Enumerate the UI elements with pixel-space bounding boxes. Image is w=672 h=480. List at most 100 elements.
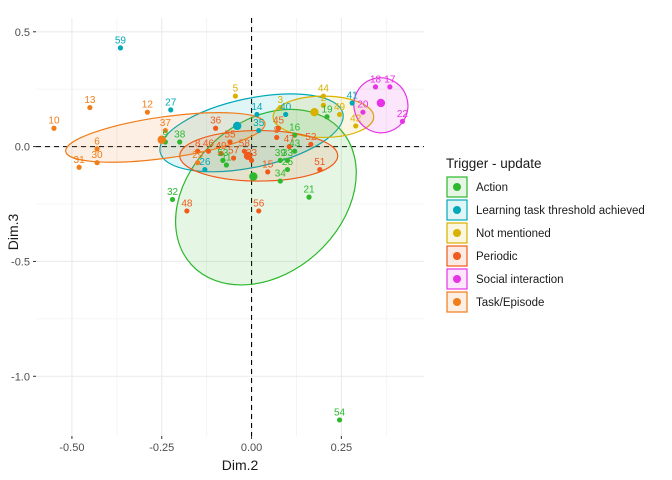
point-label: 13: [84, 95, 96, 106]
data-point: [399, 118, 406, 124]
point-label: 37: [160, 118, 172, 129]
legend-label: Action: [476, 182, 508, 194]
data-point: [274, 134, 280, 141]
point-label: 46: [203, 139, 215, 150]
y-axis-ticks: -1.0 -0.5 0.0 0.5: [11, 27, 36, 383]
point-label: 58: [239, 139, 251, 150]
legend-key-point: [453, 275, 461, 283]
data-point: [317, 166, 323, 173]
point-label: 23: [246, 148, 258, 159]
point-label: 14: [251, 102, 263, 113]
centroid-point: [232, 121, 242, 131]
legend-label: Social interaction: [476, 274, 564, 286]
y-axis-title: Dim.3: [5, 214, 21, 251]
data-point: [202, 166, 208, 173]
centroid-point: [249, 172, 258, 181]
point-label: 48: [181, 198, 193, 209]
point-label: 12: [142, 100, 154, 111]
data-point: [256, 127, 262, 134]
point-label: 53: [217, 148, 229, 159]
point-label: 2: [321, 93, 327, 104]
point-label: 10: [48, 116, 60, 127]
point-label: 5: [233, 84, 239, 95]
ellipse-task-episode: [65, 112, 266, 163]
legend-label: Periodic: [476, 251, 518, 263]
legend-key-point: [453, 206, 461, 214]
data-point: [256, 208, 262, 214]
legend-key-point: [453, 183, 461, 191]
legend-label: Not mentioned: [476, 228, 551, 240]
data-point: [218, 150, 224, 157]
data-point: [195, 148, 201, 154]
data-point: [220, 157, 226, 163]
data-point: [51, 125, 57, 131]
legend-label: Task/Episode: [476, 297, 544, 309]
point-label: 55: [224, 130, 236, 141]
data-point: [205, 148, 212, 154]
point-label: 57: [228, 146, 240, 157]
y-tick-label: -0.5: [11, 256, 30, 268]
data-point: [275, 125, 282, 131]
data-point: [286, 144, 292, 150]
point-label: 35: [253, 118, 265, 129]
data-point: [195, 160, 201, 166]
data-point: [94, 160, 100, 166]
point-label: 11: [221, 152, 232, 163]
point-label: 59: [115, 35, 127, 46]
data-point: [230, 155, 237, 161]
data-point: [324, 114, 330, 120]
point-label: 29: [192, 150, 204, 161]
data-point: [292, 132, 298, 138]
group-centroids: [157, 98, 386, 181]
legend-label: Learning task threshold achieved: [476, 205, 645, 217]
y-tick-label: -1.0: [11, 371, 30, 383]
point-label: 40: [280, 102, 292, 113]
point-label: 49: [334, 102, 346, 113]
data-point: [162, 127, 168, 134]
point-label: 20: [357, 100, 369, 111]
data-point: [144, 109, 150, 115]
y-tick-label: 0.0: [15, 142, 30, 154]
legend-key-point: [453, 252, 461, 260]
point-label: 17: [384, 74, 396, 85]
point-label: 49: [215, 141, 227, 152]
point-label: 56: [253, 198, 265, 209]
point-label: 3: [278, 95, 284, 106]
data-point: [232, 93, 238, 99]
point-label: 19: [321, 104, 333, 115]
centroid-point: [376, 98, 386, 108]
point-label: 36: [210, 116, 222, 127]
point-label: 21: [303, 185, 315, 196]
data-point: [265, 169, 271, 175]
data-point: [177, 139, 183, 145]
data-point: [277, 157, 283, 163]
data-point: [184, 208, 190, 214]
data-point: [284, 157, 291, 163]
point-label: 47: [284, 134, 296, 145]
data-point: [117, 45, 124, 51]
point-label: 33: [282, 148, 294, 159]
point-label: 15: [262, 159, 274, 170]
data-point: [308, 141, 314, 147]
point-label: 9: [274, 125, 280, 136]
point-label: 45: [273, 116, 285, 127]
data-point: [372, 84, 379, 90]
point-label: 41: [347, 90, 359, 101]
point-label: 54: [334, 407, 346, 418]
data-point: [320, 93, 327, 99]
x-axis-title: Dim.2: [222, 457, 259, 473]
data-point: [320, 102, 327, 108]
x-axis-ticks: -0.50 -0.25 0.00 0.25: [59, 436, 352, 454]
point-label: 16: [289, 123, 301, 134]
data-point: [213, 125, 219, 131]
reference-lines: [36, 18, 424, 436]
data-points: [51, 45, 406, 423]
point-label: 25: [282, 157, 294, 168]
data-point: [284, 166, 291, 173]
point-label: 31: [74, 155, 86, 166]
point-label: 44: [318, 84, 330, 95]
legend: Trigger - update Action Learning task thr…: [446, 156, 645, 313]
data-point: [76, 164, 82, 170]
data-point: [223, 162, 230, 168]
